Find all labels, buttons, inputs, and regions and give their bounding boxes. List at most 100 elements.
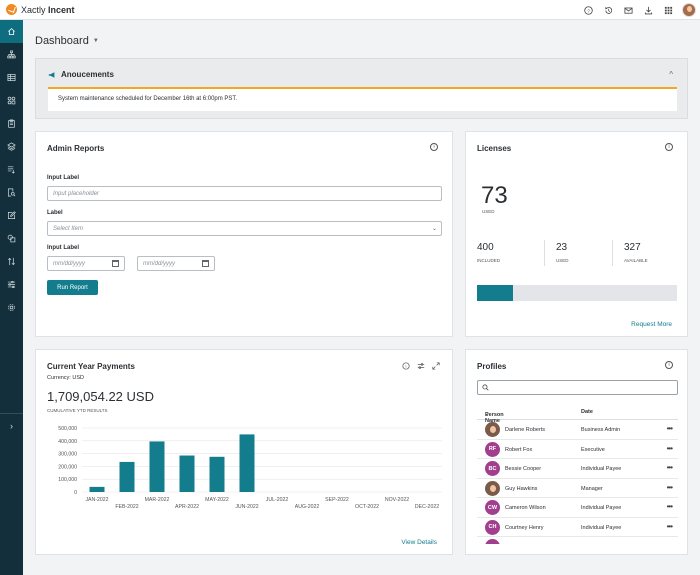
column-label: Person Name bbox=[485, 412, 504, 424]
profiles-table-body: Darlene Roberts Business Admin ••• RF Robert… bbox=[477, 420, 678, 544]
field-label: Input Label bbox=[47, 245, 79, 251]
home-icon[interactable] bbox=[0, 20, 23, 43]
avatar: CW bbox=[485, 500, 500, 515]
card-title: Current Year Payments bbox=[47, 362, 135, 371]
person-name: Cameron Wilson bbox=[505, 505, 546, 511]
components-icon[interactable] bbox=[0, 89, 23, 112]
download-icon[interactable] bbox=[638, 0, 658, 20]
table-row[interactable]: CH Courtney Henry Individual Payee ••• bbox=[477, 518, 678, 537]
payments-card: Current Year Payments i Currency: USD 1,… bbox=[35, 349, 453, 555]
avatar: BC bbox=[485, 461, 500, 476]
filter-sliders-icon[interactable] bbox=[416, 361, 425, 370]
sidebar-expand-icon[interactable]: › bbox=[10, 421, 13, 431]
more-options-icon[interactable]: ••• bbox=[666, 521, 673, 531]
x-tick-label: JUN-2022 bbox=[235, 504, 258, 510]
card-title: Admin Reports bbox=[47, 144, 105, 153]
divider bbox=[612, 240, 613, 266]
field-label: Label bbox=[47, 210, 63, 216]
person-role: Executive bbox=[581, 446, 605, 453]
table-row[interactable]: Darlene Roberts Business Admin ••• bbox=[477, 420, 678, 440]
x-tick-label: SEP-2022 bbox=[325, 497, 349, 503]
edit-icon[interactable] bbox=[0, 204, 23, 227]
payments-bar-chart: 500,000 400,000 300,000 200,000 100,000 0 JAN-… bbox=[58, 426, 442, 510]
request-more-link[interactable]: Request More bbox=[631, 321, 672, 328]
shapes-icon[interactable] bbox=[0, 227, 23, 250]
avatar bbox=[485, 480, 500, 496]
org-chart-icon[interactable] bbox=[0, 43, 23, 66]
table-row[interactable]: RF Robert Fox Executive ••• bbox=[477, 440, 678, 459]
settings-icon[interactable] bbox=[0, 296, 23, 319]
stat-value: 400 bbox=[477, 242, 494, 253]
page-title[interactable]: Dashboard ▼ bbox=[35, 35, 99, 47]
bar bbox=[89, 486, 105, 492]
end-date-input[interactable]: mm/dd/yyyy bbox=[137, 256, 215, 271]
info-icon[interactable]: i bbox=[430, 143, 438, 151]
expand-icon[interactable] bbox=[431, 361, 440, 370]
search-input[interactable] bbox=[477, 380, 678, 395]
chevron-down-icon: ▼ bbox=[92, 38, 99, 44]
svg-text:i: i bbox=[405, 363, 406, 368]
y-tick-label: 500,000 bbox=[58, 426, 77, 432]
transfer-icon[interactable] bbox=[0, 250, 23, 273]
table-row[interactable] bbox=[477, 537, 678, 544]
chevron-up-icon[interactable]: ^ bbox=[669, 70, 673, 79]
avatar: RF bbox=[485, 441, 500, 457]
layers-icon[interactable] bbox=[0, 135, 23, 158]
more-options-icon[interactable]: ••• bbox=[666, 482, 673, 492]
calendar-icon[interactable] bbox=[112, 260, 119, 267]
top-bar: Xactly Incent ? bbox=[0, 0, 700, 20]
svg-text:?: ? bbox=[587, 8, 590, 13]
licenses-used-count: 73 bbox=[481, 182, 508, 209]
more-options-icon[interactable]: ••• bbox=[666, 443, 673, 453]
calendar-icon[interactable] bbox=[202, 260, 209, 267]
admin-reports-card: Admin Reports i Input Label Input placeh… bbox=[35, 131, 453, 337]
help-icon[interactable]: ? bbox=[578, 0, 598, 20]
sidebar: › bbox=[0, 20, 23, 575]
sliders-icon[interactable] bbox=[0, 273, 23, 296]
chevron-down-icon: ⌄ bbox=[431, 226, 437, 232]
history-icon[interactable] bbox=[598, 0, 618, 20]
info-icon[interactable]: i bbox=[665, 361, 673, 369]
person-role: Individual Payee bbox=[581, 524, 622, 531]
select-dropdown[interactable]: Select Item ⌄ bbox=[47, 221, 442, 236]
start-date-input[interactable]: mm/dd/yyyy bbox=[47, 256, 125, 271]
bar bbox=[209, 456, 225, 492]
list-icon[interactable] bbox=[0, 158, 23, 181]
clipboard-icon[interactable] bbox=[0, 112, 23, 135]
person-name: Guy Hawkins bbox=[505, 485, 538, 492]
more-options-icon[interactable]: ••• bbox=[666, 502, 673, 511]
card-title: Profiles bbox=[477, 362, 507, 371]
table-row[interactable]: Guy Hawkins Manager ••• bbox=[477, 479, 678, 498]
licenses-usage-bar bbox=[477, 285, 677, 301]
text-input[interactable]: Input placeholder bbox=[47, 186, 442, 201]
table-icon[interactable] bbox=[0, 66, 23, 89]
stat-label: AVAILABLE bbox=[624, 258, 648, 263]
search-icon bbox=[482, 384, 489, 391]
date-placeholder: mm/dd/yyyy bbox=[53, 261, 86, 267]
apps-grid-icon[interactable] bbox=[658, 0, 678, 20]
divider bbox=[544, 240, 545, 266]
y-tick-label: 300,000 bbox=[58, 452, 77, 458]
user-avatar[interactable] bbox=[682, 3, 696, 17]
app-name: Xactly Incent bbox=[21, 4, 75, 15]
info-icon[interactable]: i bbox=[665, 143, 673, 151]
more-options-icon[interactable]: ••• bbox=[666, 463, 673, 472]
card-title: Licenses bbox=[477, 144, 512, 153]
avatar bbox=[485, 422, 500, 437]
sidebar-divider bbox=[0, 413, 23, 414]
run-report-button[interactable]: Run Report bbox=[47, 280, 98, 295]
avatar: CH bbox=[485, 519, 500, 535]
view-details-link[interactable]: View Details bbox=[401, 539, 437, 546]
page-title-text: Dashboard bbox=[35, 35, 89, 47]
info-icon[interactable]: i bbox=[401, 361, 410, 370]
table-row[interactable]: BC Bessie Cooper Individual Payee ••• bbox=[477, 459, 678, 479]
document-search-icon[interactable] bbox=[0, 181, 23, 204]
stat-label: USED bbox=[556, 258, 569, 263]
person-name: Courtney Henry bbox=[505, 524, 544, 531]
app-logo[interactable]: Xactly Incent bbox=[6, 4, 75, 15]
table-row[interactable]: CW Cameron Wilson Individual Payee ••• bbox=[477, 498, 678, 518]
bar bbox=[119, 461, 135, 492]
more-options-icon[interactable]: ••• bbox=[666, 424, 673, 433]
column-header-date[interactable]: Date bbox=[581, 409, 593, 415]
mail-icon[interactable] bbox=[618, 0, 638, 20]
